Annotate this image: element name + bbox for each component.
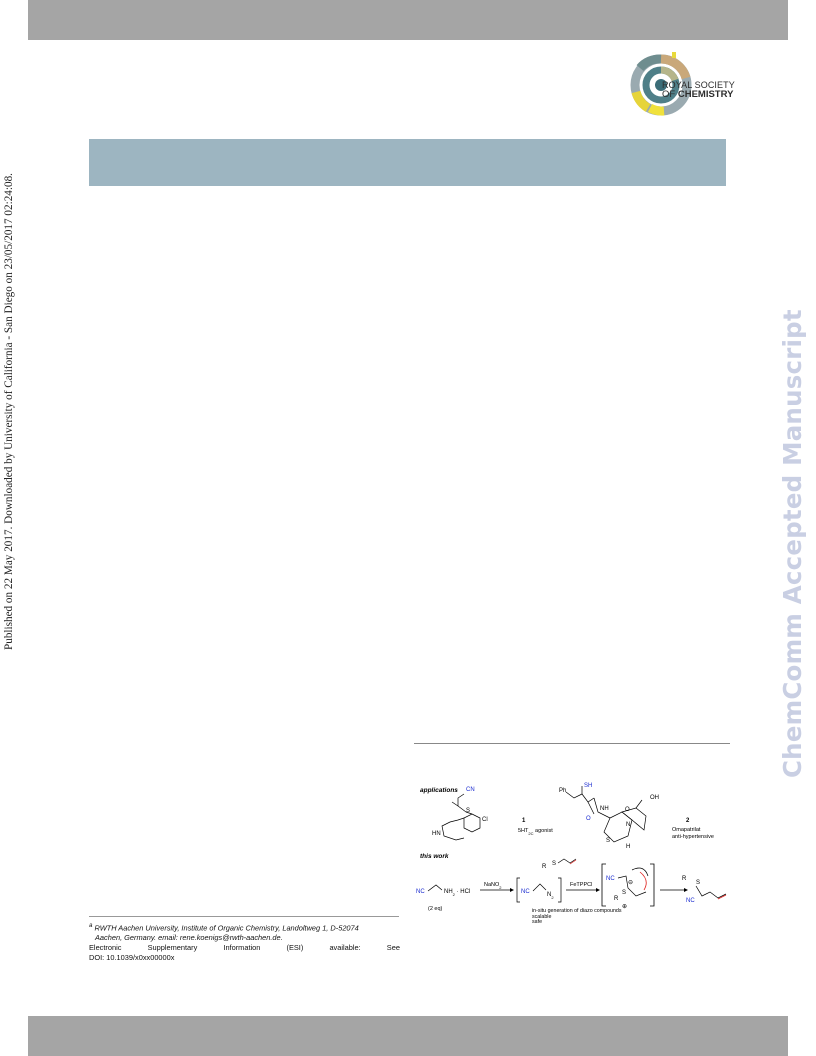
reaction-scheme: applications this work CN S Cl HN 1 5HT2… [414,780,734,920]
electron-arrow-black [631,867,649,877]
plus-sign: ⊕ [622,904,627,910]
compound-2-structure [565,786,647,843]
electron-arrow-red [639,871,647,891]
watermark: ChemComm Accepted Manuscript [778,309,807,778]
r-label-2: R [614,896,619,902]
s-label-3: S [552,861,556,867]
bracket-right-1 [558,877,562,903]
reaction-arrow-1-head [510,888,514,892]
reaction-arrow-3-head [684,888,688,892]
this-work-label: this work [420,853,449,860]
nc-label-2: NC [521,889,530,895]
affiliation-line-2: Aachen, Germany. email: rene.koenigs@rwt… [95,933,283,943]
nc-label-4: NC [686,898,695,904]
diazo-bond [532,883,547,892]
rsc-logo [628,52,734,118]
compound-1-desc-sub: 2C [528,831,533,836]
n2-main: N [547,892,551,898]
reaction-arrow-2-head [596,888,600,892]
compound-2-name: Omapatrilat [672,827,701,833]
amine-salt-tail: · HCl [455,889,470,895]
bracket-left-1 [516,877,520,903]
s-label-5: S [696,880,700,886]
doi-line[interactable]: DOI: 10.1039/x0xx00000x [89,953,175,963]
nh-label: NH [600,806,609,812]
esi-word-3: Information [223,943,261,953]
logo-line1: ROYAL SOCIETY [662,80,735,90]
hn-label: HN [432,831,441,837]
sh-label: SH [584,783,592,789]
compound-2-desc: anti-hypertensive [672,834,714,840]
nc-label-1: NC [416,889,425,895]
fetppcl-label: FeTPPCl [570,882,592,888]
bullet-in-situ: in-situ generation of diazo compounds [532,908,622,914]
esi-word-2: Supplementary [147,943,198,953]
o-label-1: O [586,816,591,822]
amine-salt-sub: 2 [453,892,456,897]
amine-bond [427,884,443,892]
product-double-bond [717,894,727,900]
s-label-1: S [466,808,470,814]
equiv-label: (2 eq) [428,906,443,912]
r-label-3: R [682,876,687,882]
esi-word-1: Electronic [89,943,122,953]
compound-2-number: 2 [686,818,690,824]
logo-line2: OF CHEMISTRY [662,90,735,100]
rsc-logo-text: ROYAL SOCIETY OF CHEMISTRY [662,80,735,100]
product-chain [695,885,727,899]
amine-salt-main: NH [444,889,453,895]
esi-word-6: See [386,943,400,953]
allyl-chain [557,858,577,864]
ylide-chain [617,875,647,897]
esi-word-4: (ESI) [286,943,304,953]
footer-bar [28,1016,788,1056]
esi-word-5: available: [329,943,361,953]
compound-1-desc-tail: agonist [534,828,554,834]
graphic-rule [414,743,730,744]
rsc-logo-mark [630,52,692,116]
n-label: N [626,822,630,828]
s-label-2: S [606,838,610,844]
applications-label: applications [420,787,458,794]
compound-1-desc-main: 5HT [518,828,529,834]
compound-1-structure [441,793,481,841]
logo-line2-bold: CHEMISTRY [677,89,734,100]
scheme-svg: applications this work CN S Cl HN 1 5HT2… [416,783,727,920]
affiliation-text-1: RWTH Aachen University, Institute of Org… [94,923,359,933]
bullet-scalable: scalable [532,914,551,920]
h-label: H [626,844,630,850]
ph-label: Ph [559,788,566,794]
esi-line: Electronic Supplementary Information (ES… [89,943,400,953]
nc-label-3: NC [606,876,615,882]
footnotes: a RWTH Aachen University, Institute of O… [89,921,400,963]
title-band [89,139,726,186]
s-label-4: S [622,890,626,896]
affiliation-marker: a [89,922,93,929]
r-label-1: R [542,864,547,870]
logo-line2-prefix: OF [662,89,678,100]
n2-label: N2 [547,892,554,900]
publication-note: Published on 22 May 2017. Downloaded by … [3,173,15,650]
nano2-main: NaNO [484,882,500,888]
nano2-label: NaNO2 [484,882,502,890]
compound-1-number: 1 [522,818,526,824]
minus-sign: ⊖ [628,880,633,886]
oh-label: OH [650,795,659,801]
bracket-left-2 [601,863,606,907]
affiliation-line-1: a RWTH Aachen University, Institute of O… [89,921,400,933]
footnote-rule [89,916,399,917]
bullet-safe: safe [532,919,543,925]
compound-1-desc: 5HT2C agonist [518,828,553,836]
bracket-right-2 [650,863,655,907]
nano2-sub: 2 [499,885,502,890]
o-label-2: O [625,807,630,813]
n2-sub: 2 [551,895,554,900]
allyl-double-bond [569,859,577,865]
header-bar [28,0,788,40]
cl-label: Cl [482,817,488,823]
amine-salt-label: NH2 · HCl [444,889,470,897]
cn-label: CN [466,787,475,793]
